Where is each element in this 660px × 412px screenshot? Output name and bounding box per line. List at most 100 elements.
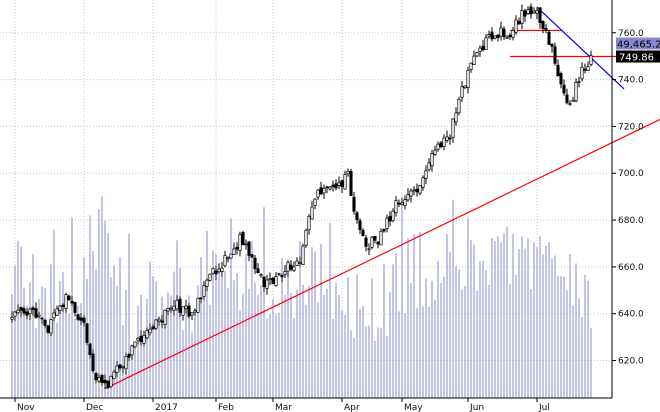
- candle-up: [445, 136, 449, 141]
- candle-down: [289, 264, 293, 270]
- candle-down: [415, 188, 419, 193]
- candle-up: [475, 52, 479, 57]
- candle-up: [190, 312, 194, 316]
- candle-down: [562, 84, 566, 94]
- y-tick-label: 760.0: [618, 29, 644, 39]
- candle-up: [172, 305, 176, 311]
- candle-up: [121, 366, 125, 369]
- candle-up: [37, 314, 41, 317]
- candle-up: [469, 62, 473, 71]
- candle-up: [211, 267, 215, 274]
- candle-down: [340, 180, 344, 188]
- candle-down: [331, 184, 335, 187]
- candle-down: [388, 216, 392, 222]
- candle-up: [196, 297, 200, 313]
- candle-up: [478, 47, 482, 52]
- y-tick-label: 660.0: [618, 263, 644, 273]
- candle-down: [334, 183, 338, 189]
- candle-up: [322, 188, 326, 194]
- candle-up: [370, 236, 374, 248]
- candle-up: [457, 99, 461, 114]
- candle-down: [319, 187, 323, 195]
- candle-down: [517, 21, 521, 25]
- candle-down: [559, 73, 563, 85]
- candle-down: [118, 364, 122, 369]
- candle-up: [571, 100, 575, 102]
- candle-down: [556, 64, 560, 77]
- candle-down: [94, 373, 98, 381]
- candle-up: [406, 194, 410, 201]
- x-tick-label: Feb: [218, 403, 234, 412]
- candle-down: [496, 34, 500, 38]
- candle-down: [67, 295, 71, 300]
- candle-down: [523, 10, 527, 17]
- candle-up: [487, 34, 491, 37]
- candle-up: [223, 255, 227, 267]
- candle-up: [244, 243, 248, 246]
- candle-down: [253, 257, 257, 269]
- x-tick-label: Mar: [275, 403, 292, 412]
- trendline: [104, 118, 660, 390]
- candle-down: [88, 343, 92, 356]
- candle-up: [418, 185, 422, 194]
- candle-up: [307, 215, 311, 231]
- candle-down: [34, 308, 38, 318]
- candle-up: [265, 279, 269, 289]
- candle-up: [466, 70, 470, 88]
- volume-value-tag: [616, 37, 660, 50]
- candle-down: [82, 317, 86, 323]
- candle-down: [85, 323, 89, 343]
- candle-up: [532, 10, 536, 14]
- candle-up: [535, 10, 539, 14]
- candle-up: [424, 170, 428, 179]
- candle-up: [463, 85, 467, 89]
- candle-up: [283, 271, 287, 276]
- candle-up: [568, 103, 572, 105]
- last-price-label: 749.86: [619, 53, 654, 64]
- candle-up: [202, 285, 206, 297]
- candle-up: [436, 143, 440, 150]
- candle-down: [187, 305, 191, 317]
- candle-up: [430, 153, 434, 167]
- candle-up: [310, 206, 314, 220]
- candle-down: [103, 379, 107, 384]
- candle-up: [163, 309, 167, 325]
- candle-up: [97, 377, 101, 382]
- candle-up: [175, 299, 179, 310]
- candle-up: [49, 319, 53, 334]
- candle-down: [25, 311, 29, 316]
- candle-up: [586, 66, 590, 71]
- candle-up: [184, 305, 188, 310]
- x-tick-label: Jul: [538, 403, 550, 412]
- candle-up: [277, 273, 281, 275]
- candle-up: [10, 317, 14, 320]
- candle-up: [274, 276, 278, 286]
- candle-up: [421, 177, 425, 188]
- candle-down: [127, 353, 131, 358]
- candle-up: [400, 202, 404, 205]
- candle-down: [280, 274, 284, 278]
- candle-down: [538, 7, 542, 24]
- candle-up: [454, 112, 458, 123]
- candle-up: [328, 186, 332, 190]
- y-axis-ticks: 620.0 640.0 660.0 680.0 700.0 720.0 740.0 760.0: [612, 29, 644, 367]
- trendline: [536, 6, 625, 90]
- candle-up: [229, 253, 233, 259]
- candle-down: [352, 196, 356, 212]
- candle-up: [154, 319, 158, 329]
- candle-down: [250, 254, 254, 258]
- candle-up: [379, 230, 383, 246]
- candle-down: [19, 307, 23, 311]
- candle-up: [136, 337, 140, 341]
- candle-up: [346, 170, 350, 175]
- candle-up: [298, 262, 302, 265]
- candle-down: [361, 229, 365, 237]
- candle-down: [40, 317, 44, 320]
- candle-up: [268, 278, 272, 281]
- candle-down: [550, 44, 554, 47]
- candle-up: [259, 274, 263, 276]
- candle-up: [292, 266, 296, 271]
- x-tick-label: Dec: [86, 403, 103, 412]
